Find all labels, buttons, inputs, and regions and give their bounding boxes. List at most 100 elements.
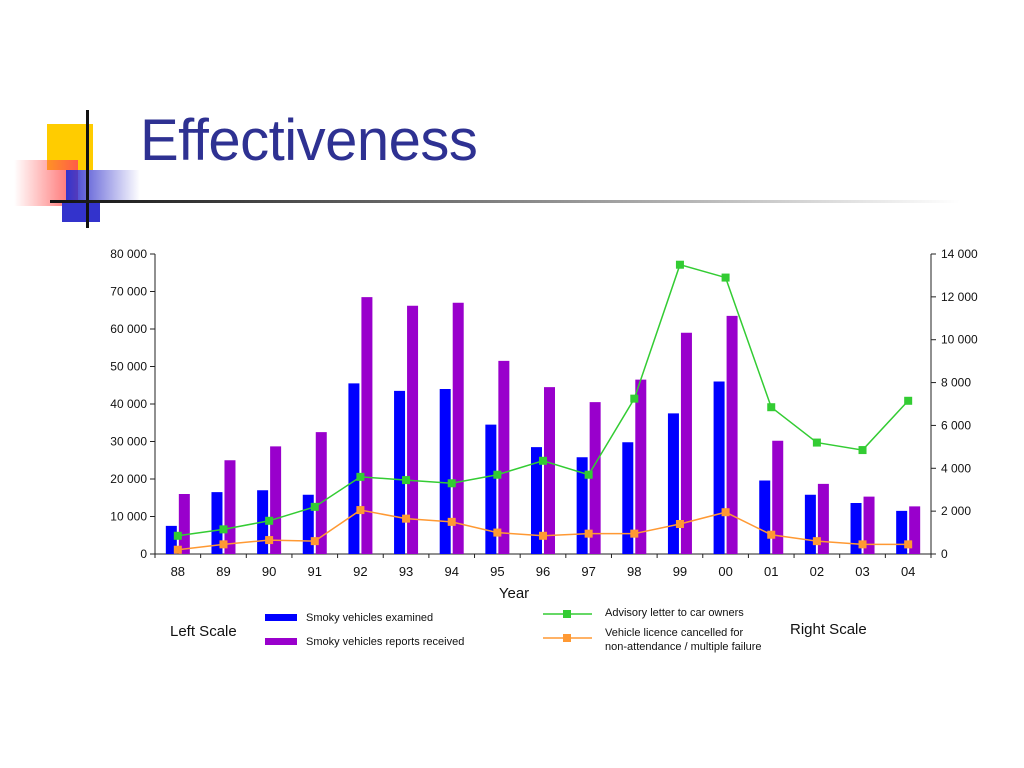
point-advisory <box>630 394 639 403</box>
deco-blue-gradient <box>66 170 140 202</box>
right-tick-label: 8 000 <box>941 376 971 390</box>
bar-examined <box>439 389 451 554</box>
legend-swatch-examined <box>265 614 297 621</box>
bar-reports <box>270 446 282 554</box>
x-tick-label: 96 <box>536 564 550 579</box>
x-tick-label: 92 <box>353 564 367 579</box>
bar-examined <box>485 424 497 554</box>
point-advisory <box>904 396 913 405</box>
left-tick-label: 50 000 <box>110 360 147 374</box>
bar-reports <box>224 460 236 554</box>
bar-examined <box>850 503 862 554</box>
bar-reports <box>407 305 419 554</box>
right-tick-label: 14 000 <box>941 247 978 261</box>
x-tick-label: 95 <box>490 564 504 579</box>
x-tick-label: 88 <box>171 564 185 579</box>
left-tick-label: 40 000 <box>110 397 147 411</box>
point-cancelled <box>402 514 411 523</box>
x-tick-label: 01 <box>764 564 778 579</box>
bar-reports <box>909 506 921 554</box>
point-advisory <box>219 525 228 534</box>
right-tick-label: 0 <box>941 547 948 561</box>
point-cancelled <box>630 529 639 538</box>
bar-examined <box>302 494 314 554</box>
x-tick-label: 03 <box>855 564 869 579</box>
bar-reports <box>178 494 190 554</box>
point-advisory <box>584 470 593 479</box>
left-tick-label: 70 000 <box>110 285 147 299</box>
right-tick-label: 6 000 <box>941 418 971 432</box>
bar-examined <box>713 381 725 554</box>
line-advisory <box>177 263 909 537</box>
x-axis-title: Year <box>499 585 529 602</box>
point-advisory <box>539 456 547 465</box>
legend-marker-advisory <box>563 610 571 618</box>
x-tick-label: 91 <box>308 564 322 579</box>
point-advisory <box>402 476 411 485</box>
point-advisory <box>812 438 821 447</box>
x-tick-label: 90 <box>262 564 276 579</box>
bar-reports <box>726 315 738 554</box>
point-advisory <box>356 472 365 481</box>
bar-reports <box>452 302 464 554</box>
point-advisory <box>493 470 502 479</box>
right-tick-label: 12 000 <box>941 290 978 304</box>
x-tick-label: 89 <box>216 564 230 579</box>
point-advisory <box>721 273 730 282</box>
bar-examined <box>531 447 542 554</box>
point-advisory <box>173 531 182 540</box>
point-advisory <box>265 516 274 525</box>
point-cancelled <box>584 529 593 538</box>
point-cancelled <box>767 530 776 539</box>
legend-right-scale: Right Scale <box>790 621 867 638</box>
x-tick-label: 99 <box>673 564 687 579</box>
bar-examined <box>394 390 406 554</box>
right-tick-label: 2 000 <box>941 504 971 518</box>
bar-reports <box>635 379 647 554</box>
bar-reports <box>315 432 327 554</box>
bar-examined <box>804 494 816 554</box>
point-cancelled <box>675 520 684 528</box>
point-advisory <box>675 260 684 269</box>
line-cancelled <box>177 509 909 551</box>
bar-examined <box>622 442 634 554</box>
point-cancelled <box>356 506 365 515</box>
point-cancelled <box>539 531 547 540</box>
point-cancelled <box>219 540 228 549</box>
legend-label-cancelled-2: non-attendance / multiple failure <box>605 641 762 653</box>
x-tick-label: 98 <box>627 564 641 579</box>
deco-horizontal-line <box>50 200 960 203</box>
x-tick-label: 97 <box>581 564 595 579</box>
x-tick-label: 94 <box>444 564 458 579</box>
right-tick-label: 10 000 <box>941 333 978 347</box>
legend-label-reports: Smoky vehicles reports received <box>306 636 464 648</box>
legend-left-scale: Left Scale <box>170 623 237 640</box>
point-cancelled <box>904 540 913 549</box>
left-tick-label: 30 000 <box>110 435 147 449</box>
point-cancelled <box>721 508 730 517</box>
bar-reports <box>863 496 875 554</box>
bar-examined <box>165 525 177 554</box>
left-tick-label: 60 000 <box>110 322 147 336</box>
point-cancelled <box>173 545 182 554</box>
slide-title: Effectiveness <box>140 108 478 173</box>
left-tick-label: 0 <box>140 547 147 561</box>
point-cancelled <box>310 537 319 546</box>
bar-reports <box>680 332 692 554</box>
deco-blue-square <box>62 200 100 222</box>
x-tick-label: 02 <box>810 564 824 579</box>
left-tick-label: 10 000 <box>110 510 147 524</box>
bar-reports <box>817 483 829 554</box>
left-tick-label: 80 000 <box>110 247 147 261</box>
point-advisory <box>858 446 867 455</box>
legend-marker-cancelled <box>563 634 571 642</box>
left-tick-label: 20 000 <box>110 472 147 486</box>
bar-examined <box>896 510 908 554</box>
point-cancelled <box>858 540 867 549</box>
x-tick-label: 04 <box>901 564 915 579</box>
point-cancelled <box>265 536 274 545</box>
point-advisory <box>447 479 456 488</box>
point-advisory <box>767 403 776 412</box>
bar-reports <box>589 402 601 554</box>
